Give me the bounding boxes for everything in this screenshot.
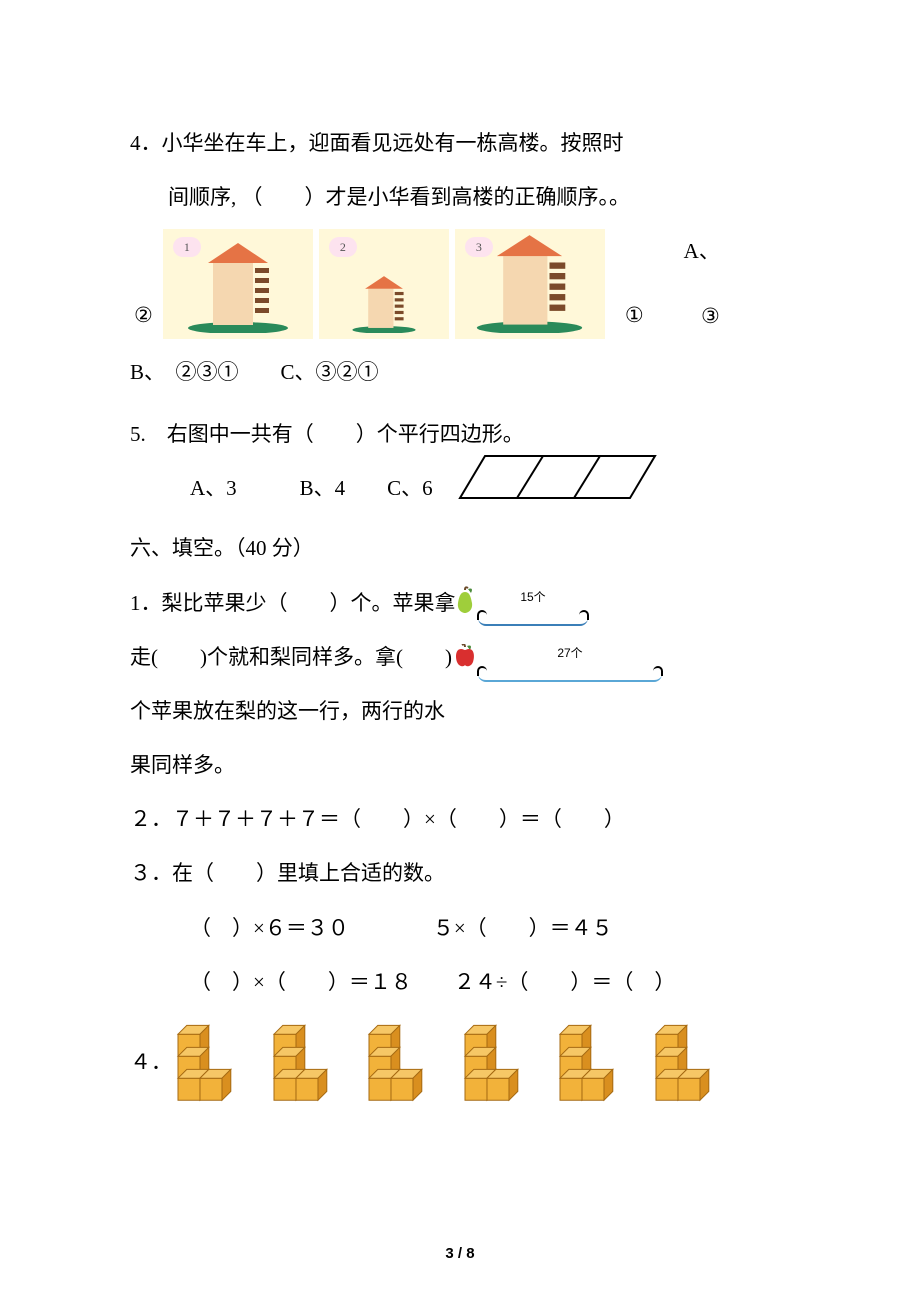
block-cluster-icon xyxy=(172,1021,256,1105)
q6-3-row2: （ ）×（ ）＝１８ ２４÷（ ）＝（ ） xyxy=(130,959,790,1005)
circled-1: ① xyxy=(625,293,644,339)
q6-2: ２．７＋７＋７＋７＝（ ）×（ ）＝（ ） xyxy=(130,796,790,842)
panel-bubble-3: 3 xyxy=(465,237,493,257)
building-panel-2: 2 xyxy=(319,229,449,339)
block-cluster-icon xyxy=(363,1021,447,1105)
block-cluster-icon xyxy=(459,1021,543,1105)
circled-3: ③ xyxy=(701,293,720,339)
q6-1-line4: 果同样多。 xyxy=(130,742,790,788)
circled-2-left: ② xyxy=(134,293,153,339)
building-icon-2 xyxy=(349,273,419,333)
q4-options-bc: B、 ②③① C、③②① xyxy=(130,349,790,395)
pear-icon xyxy=(452,586,478,623)
q6-4-label: ４． xyxy=(130,1013,172,1085)
section6-title: 六、填空。（40 分） xyxy=(130,525,790,571)
apple-count-label: 27个 xyxy=(478,640,662,666)
block-cluster-icon xyxy=(650,1021,734,1105)
q4-figure-row: ② 1 2 xyxy=(130,228,790,338)
blocks-row xyxy=(172,1021,734,1121)
block-cluster-icon xyxy=(268,1021,352,1105)
q4-line2: 间顺序, （ ）才是小华看到高楼的正确顺序。。 xyxy=(130,174,790,220)
option-a-label: A、 xyxy=(684,228,720,274)
q4-line1: 4．小华坐在车上，迎面看见远处有一栋高楼。按照时 xyxy=(130,120,790,166)
q6-3-title: ３．在（ ）里填上合适的数。 xyxy=(130,850,790,896)
page-number: 3 / 8 xyxy=(0,1245,920,1262)
building-panel-1: 1 xyxy=(163,229,313,339)
q6-1-line3: 个苹果放在梨的这一行，两行的水 xyxy=(130,688,790,734)
fruit-chart: 15个 27个 xyxy=(452,578,662,689)
pear-count-label: 15个 xyxy=(478,584,588,610)
panel-bubble-1: 1 xyxy=(173,237,201,257)
parallelogram-figure xyxy=(455,451,660,503)
block-cluster-icon xyxy=(554,1021,638,1105)
panel-bubble-2: 2 xyxy=(329,237,357,257)
building-panel-3: 3 xyxy=(455,229,605,339)
apple-icon xyxy=(452,644,478,677)
q6-3-row1: （ ）×６＝３０ ５×（ ）＝４５ xyxy=(130,905,790,951)
